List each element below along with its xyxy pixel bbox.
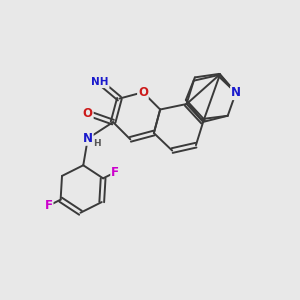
Text: N: N [231, 86, 241, 99]
Text: O: O [83, 107, 93, 120]
Text: F: F [111, 166, 119, 179]
Text: NH: NH [91, 77, 109, 87]
Text: H: H [93, 139, 100, 148]
Text: F: F [45, 199, 53, 212]
Text: N: N [83, 132, 93, 145]
Text: O: O [138, 86, 148, 99]
